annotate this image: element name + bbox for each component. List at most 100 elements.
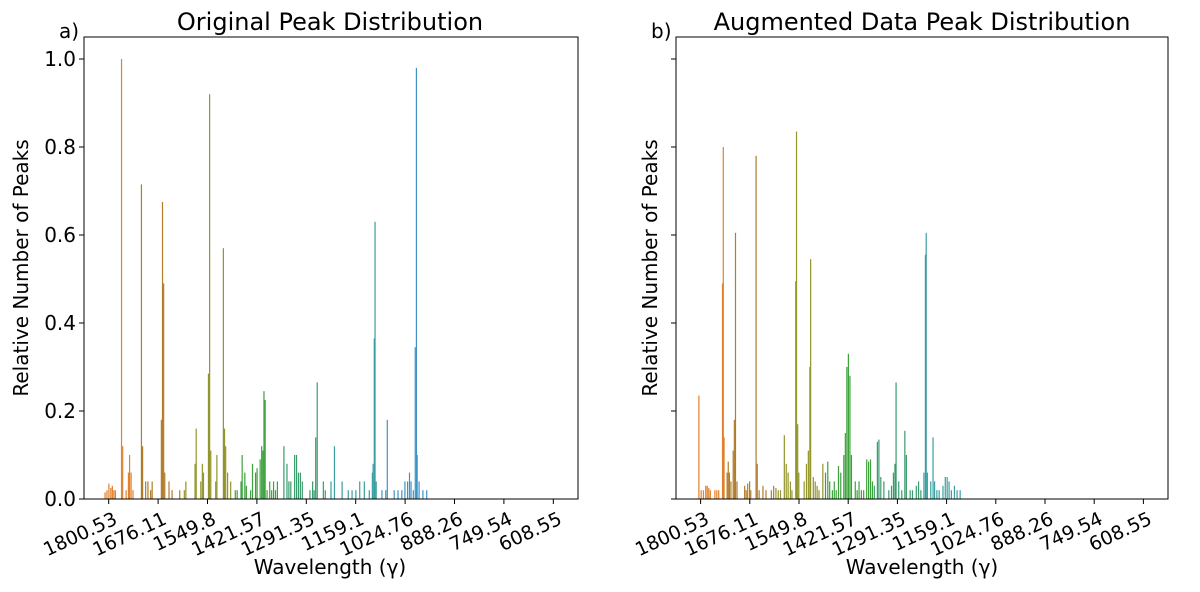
- panel-a-bar-40: [223, 428, 226, 499]
- panel-a-bar-24: [168, 481, 170, 499]
- panel-a-bar-96: [385, 490, 387, 499]
- panel-b-plot-frame: [675, 36, 1169, 500]
- panel-b-bar-31: [770, 490, 772, 499]
- panel-a-bar-107: [415, 67, 417, 500]
- panel-b-bar-54: [822, 463, 824, 499]
- panel-a-bar-58: [264, 400, 266, 499]
- panel-b-bar-33: [775, 488, 777, 499]
- panel-a-bar-26: [179, 490, 181, 499]
- panel-a-bar-43: [230, 481, 232, 499]
- panel-a-bar-104: [410, 481, 412, 499]
- panel-b-x-axis-label: Wavelength (γ): [846, 555, 998, 579]
- panel-a-x-axis-label: Wavelength (γ): [254, 555, 406, 579]
- panel-b-bar-47: [807, 450, 809, 499]
- panel-a-bar-102: [406, 481, 409, 499]
- panel-a-bar-93: [374, 221, 376, 500]
- panel-b-bar-57: [829, 481, 831, 499]
- panel-a-bar-62: [272, 481, 275, 499]
- panel-b-bar-63: [843, 455, 845, 499]
- panel-a-bar-3: [110, 488, 112, 499]
- panel-a-bar-71: [297, 472, 300, 499]
- panel-a-bar-77: [315, 437, 317, 499]
- panel-a-bar-86: [355, 490, 357, 499]
- panel-a-bar-31: [200, 481, 202, 499]
- panel-b-bar-90: [904, 430, 906, 499]
- panel-b-bar-66: [847, 353, 849, 499]
- panel-b-bar-79: [876, 441, 878, 499]
- panel-b-title: Augmented Data Peak Distribution: [714, 8, 1131, 36]
- panel-a-bar-34: [207, 373, 210, 499]
- panel-a-bar-68: [290, 481, 292, 499]
- panel-b-bar-27: [756, 463, 758, 499]
- panel-b-bar-11: [722, 147, 724, 499]
- panel-a-bar-80: [324, 490, 326, 499]
- panel-a-bar-111: [426, 490, 428, 499]
- panel-b-bar-53: [818, 490, 820, 499]
- panel-a-bar-4: [111, 485, 113, 499]
- panel-b-bar-40: [791, 490, 793, 499]
- panel-b-bar-49: [810, 259, 812, 499]
- panel-b-bar-96: [920, 490, 922, 499]
- panel-a-bar-32: [201, 463, 203, 499]
- panel-a-bar-52: [254, 472, 257, 499]
- panel-b-bar-42: [795, 131, 798, 499]
- panel-b-bar-61: [837, 466, 840, 499]
- panel-b-bar-70: [856, 490, 858, 499]
- panel-a-bar-109: [418, 481, 420, 499]
- panel-a-bar-84: [347, 490, 349, 499]
- panel-a-y-tick-label-2: 0.4: [44, 311, 76, 335]
- panel-b-bar-95: [917, 481, 920, 499]
- panel-b-bar-101: [930, 481, 932, 499]
- panel-a-bar-0: [104, 492, 106, 499]
- panel-b-bar-56: [827, 461, 829, 499]
- panel-b-bar-34: [777, 490, 779, 499]
- panel-b-bar-111: [953, 485, 956, 499]
- panel-b-bar-112: [956, 490, 958, 499]
- panel-a-bar-10: [127, 472, 130, 499]
- panel-b-bar-23: [747, 483, 749, 499]
- panel-a: a) Original Peak Distribution Wavelength…: [9, 8, 579, 579]
- panel-a-bar-85: [351, 490, 353, 499]
- panel-b-bar-93: [911, 490, 914, 499]
- panel-a-bar-47: [241, 455, 243, 499]
- panel-b-bar-108: [946, 477, 948, 499]
- panel-a-bar-42: [227, 472, 229, 499]
- panel-b-bar-29: [762, 485, 764, 499]
- panel-b-bar-50: [812, 477, 814, 499]
- panel-a-bar-20: [160, 419, 162, 499]
- panel-a-y-tick-label-1: 0.2: [44, 399, 76, 423]
- panel-a-bar-55: [261, 446, 263, 499]
- panel-b-bar-80: [878, 439, 880, 499]
- panel-a-bar-57: [263, 391, 265, 499]
- panel-b-bar-58: [831, 490, 833, 499]
- panel-b-bar-46: [805, 463, 808, 499]
- panel-b-bar-99: [925, 232, 927, 500]
- panel-a-bar-53: [256, 468, 258, 499]
- panel-a-label: a): [59, 19, 79, 43]
- panel-b-bar-110: [950, 490, 952, 499]
- panel-a-bar-12: [130, 472, 132, 499]
- panel-b-bar-89: [901, 490, 903, 499]
- panel-b-bar-87: [895, 382, 897, 499]
- panel-a-x-ticks: 1800.531676.111549.81421.571291.351159.1…: [40, 499, 565, 561]
- panel-b-bar-67: [849, 375, 851, 499]
- panel-a-bar-21: [161, 202, 164, 499]
- panel-a-bar-41: [225, 446, 227, 499]
- panel-b-bar-91: [905, 455, 907, 499]
- panel-a-bar-72: [299, 472, 301, 499]
- panel-b-bar-62: [840, 472, 842, 499]
- panel-a-bar-23: [164, 472, 166, 499]
- panel-a-bar-30: [195, 428, 197, 499]
- panel-b-bar-84: [890, 485, 893, 499]
- panel-b-bar-51: [814, 481, 816, 499]
- panel-a-bar-33: [202, 472, 205, 499]
- panel-b-bar-14: [727, 461, 729, 499]
- panel-a-y-tick-label-0: 0.0: [44, 487, 76, 511]
- panel-a-bar-1: [106, 490, 108, 499]
- panel-a-title: Original Peak Distribution: [177, 8, 483, 36]
- panel-a-bar-22: [163, 283, 165, 499]
- panel-b-bar-76: [869, 459, 872, 499]
- panel-a-bar-14: [140, 184, 143, 499]
